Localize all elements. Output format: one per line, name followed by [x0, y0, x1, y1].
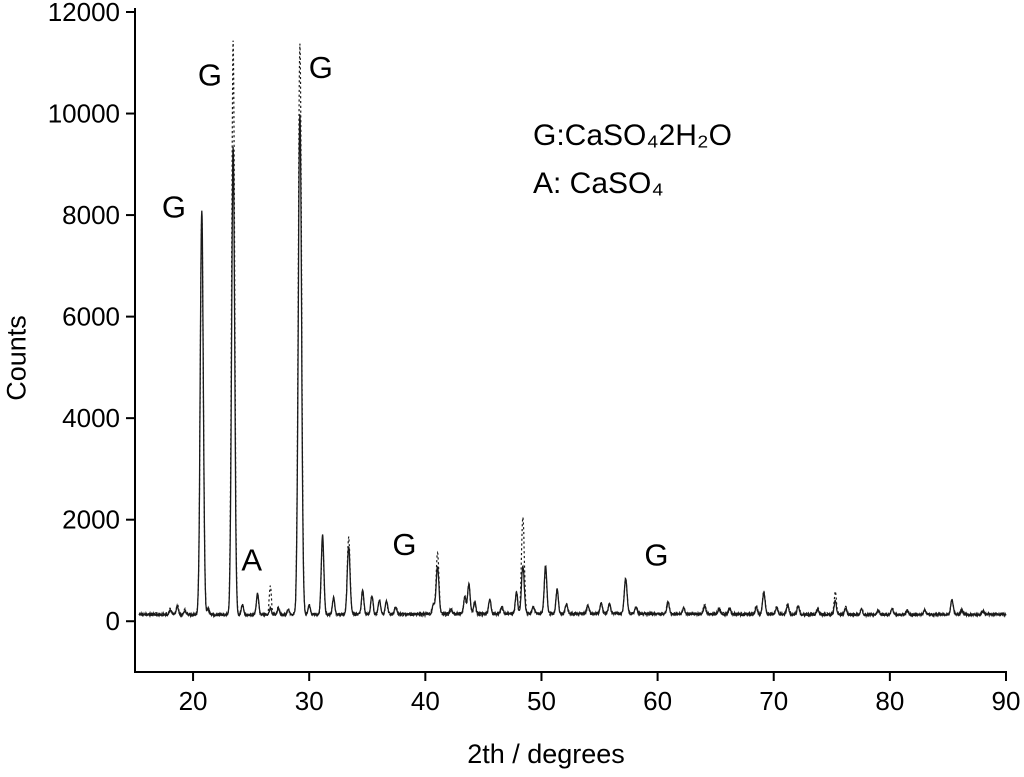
- peak-label-g: G: [198, 58, 222, 93]
- x-tick-label: 70: [759, 686, 788, 716]
- y-axis-title: Counts: [1, 315, 32, 401]
- legend: G:CaSO₄2H₂O A: CaSO₄: [533, 112, 732, 208]
- y-tick-label: 8000: [62, 200, 120, 230]
- x-tick-label: 50: [527, 686, 556, 716]
- solid-trace: [138, 114, 1007, 619]
- x-axis-title: 2th / degrees: [467, 739, 625, 769]
- peak-label-g: G: [162, 190, 186, 225]
- peak-label-g: G: [392, 527, 416, 562]
- peak-label-a: A: [241, 542, 262, 577]
- x-tick-label: 90: [992, 686, 1021, 716]
- x-tick-label: 60: [643, 686, 672, 716]
- y-tick-label: 6000: [62, 302, 120, 332]
- legend-entry-anhydrite: A: CaSO₄: [533, 167, 664, 200]
- y-tick-label: 0: [106, 606, 120, 636]
- x-tick-label: 40: [411, 686, 440, 716]
- x-tick-label: 30: [295, 686, 324, 716]
- x-tick-label: 20: [179, 686, 208, 716]
- x-tick-label: 80: [875, 686, 904, 716]
- legend-entry-gypsum: G:CaSO₄2H₂O: [533, 119, 732, 152]
- y-tick-label: 4000: [62, 403, 120, 433]
- peak-label-g: G: [309, 50, 333, 85]
- y-tick-label: 12000: [48, 0, 120, 27]
- peak-label-g: G: [644, 537, 668, 572]
- y-tick-label: 2000: [62, 505, 120, 535]
- y-tick-label: 10000: [48, 99, 120, 129]
